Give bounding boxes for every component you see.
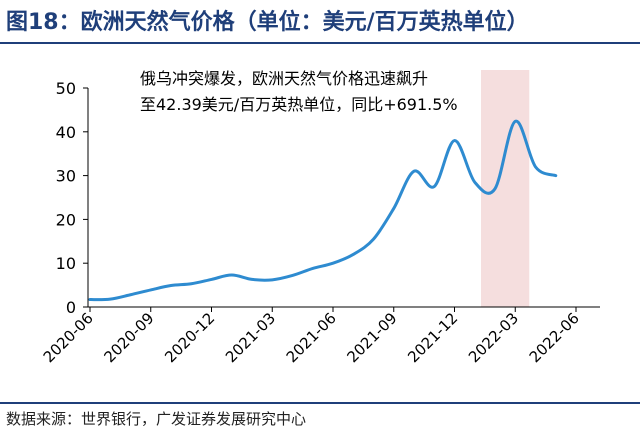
x-tick-label: 2020-09	[101, 309, 158, 366]
x-tick-label: 2021-12	[404, 309, 461, 366]
chart-annotation: 俄乌冲突爆发，欧洲天然气价格迅速飙升 至42.39美元/百万英热单位，同比+69…	[140, 66, 520, 118]
x-tick-label: 2021-03	[222, 309, 279, 366]
highlight-band	[481, 70, 530, 307]
y-tick-label: 20	[56, 210, 76, 229]
x-tick-label: 2022-03	[465, 309, 522, 366]
annotation-line-2: 至42.39美元/百万英热单位，同比+691.5%	[140, 95, 458, 114]
x-tick-label: 2021-09	[344, 309, 401, 366]
annotation-line-1: 俄乌冲突爆发，欧洲天然气价格迅速飙升	[140, 69, 429, 88]
x-tick-label: 2022-06	[526, 309, 583, 366]
series-line	[88, 119, 558, 302]
title-rule	[0, 42, 640, 44]
y-tick-label: 0	[66, 298, 76, 317]
y-tick-label: 30	[56, 167, 76, 186]
y-tick-label: 50	[56, 79, 76, 98]
source-rule	[0, 402, 640, 404]
source-note: 数据来源：世界银行，广发证券发展研究中心	[6, 410, 307, 428]
y-tick-label: 10	[56, 254, 76, 273]
page-title: 图18：欧洲天然气价格（单位：美元/百万英热单位）	[6, 10, 529, 35]
y-tick-label: 40	[56, 123, 76, 142]
x-tick-label: 2021-06	[283, 309, 340, 366]
x-tick-label: 2020-12	[161, 309, 218, 366]
x-tick-label: 2020-06	[40, 309, 97, 366]
